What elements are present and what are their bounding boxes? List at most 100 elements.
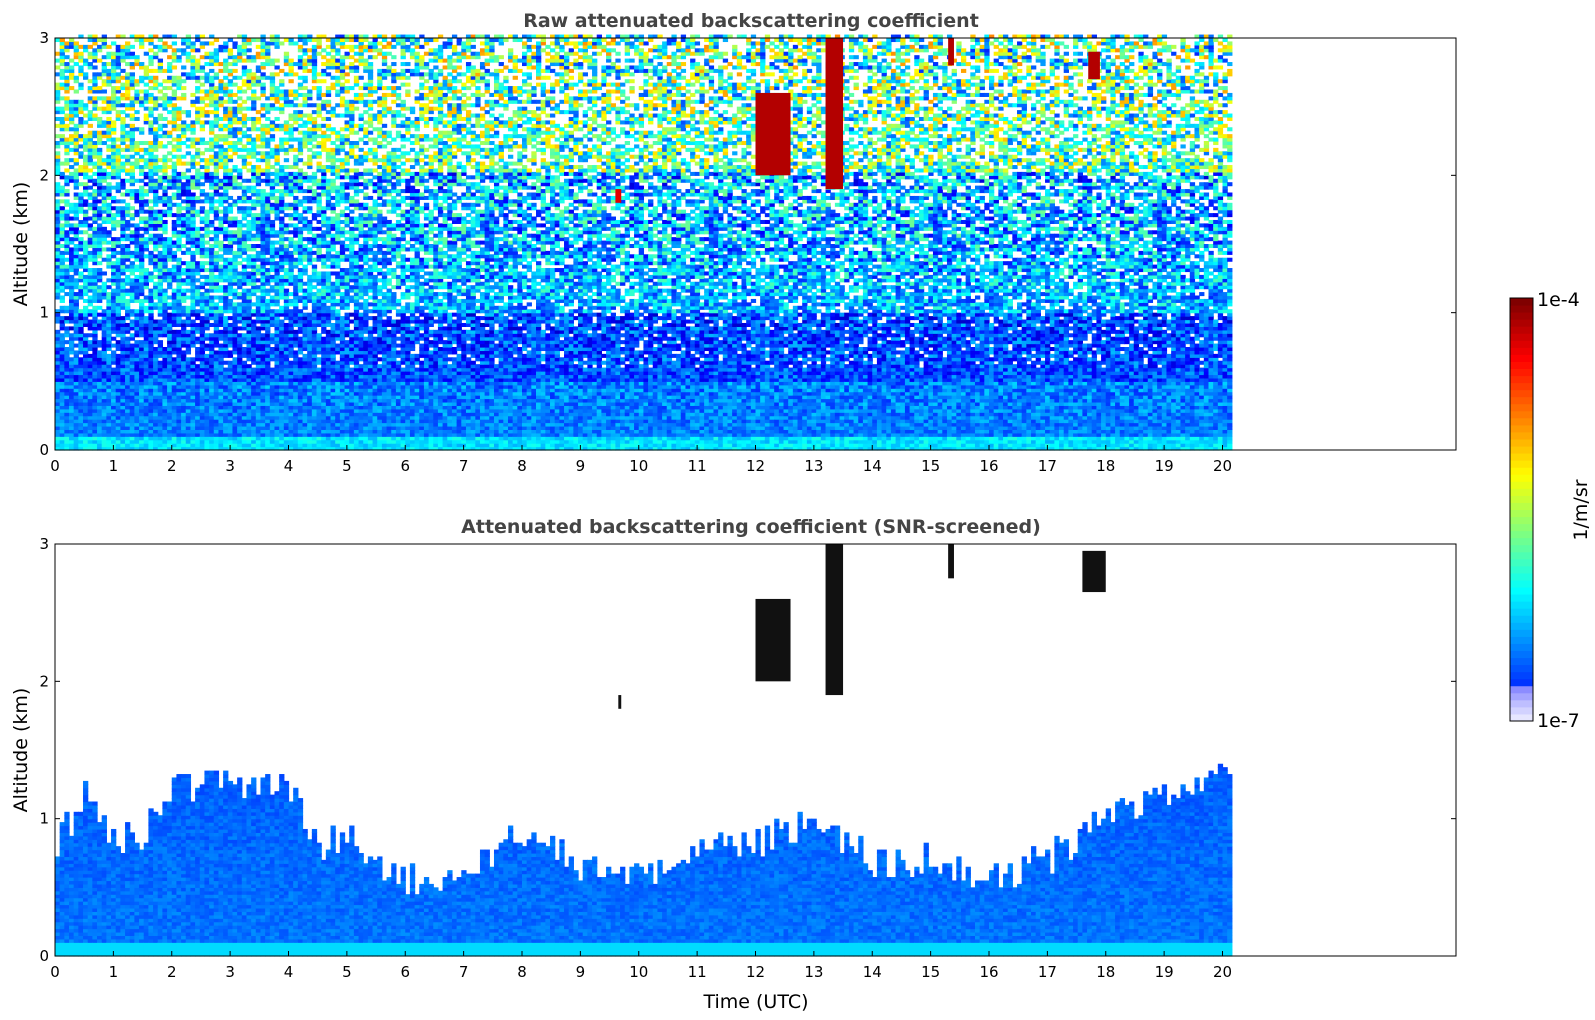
heatmap-cell: [125, 45, 130, 49]
heatmap-cell: [246, 247, 251, 251]
heatmap-cell: [214, 103, 219, 107]
heatmap-cell: [60, 227, 65, 231]
heatmap-cell: [74, 141, 79, 145]
heatmap-cell: [181, 251, 186, 255]
heatmap-cell: [111, 282, 116, 286]
heatmap-cell: [223, 347, 228, 351]
heatmap-cell: [223, 155, 228, 159]
heatmap-cell: [228, 350, 233, 354]
heatmap-cell: [209, 210, 214, 214]
heatmap-cell: [200, 381, 205, 385]
heatmap-cell: [200, 340, 205, 344]
heatmap-cell: [214, 230, 219, 234]
heatmap-cell: [228, 110, 233, 114]
heatmap-cell: [102, 72, 107, 76]
heatmap-cell: [237, 278, 242, 282]
heatmap-cell: [69, 41, 74, 45]
heatmap-cell: [97, 234, 102, 238]
heatmap-cell: [158, 217, 163, 221]
heatmap-cell: [246, 350, 251, 354]
heatmap-cell: [186, 251, 191, 255]
heatmap-cell: [88, 395, 93, 399]
heatmap-cell: [162, 399, 167, 403]
heatmap-cell: [228, 148, 233, 152]
heatmap-cell: [92, 148, 97, 152]
heatmap-cell: [256, 388, 261, 392]
heatmap-cell: [190, 203, 195, 207]
heatmap-cell: [209, 316, 214, 320]
heatmap-cell: [92, 337, 97, 341]
heatmap-cell: [148, 330, 153, 334]
heatmap-cell: [204, 429, 209, 433]
heatmap-cell: [116, 443, 121, 447]
heatmap-cell: [106, 326, 111, 330]
heatmap-cell: [190, 186, 195, 190]
heatmap-cell: [139, 127, 144, 131]
heatmap-cell: [153, 203, 158, 207]
heatmap-cell: [153, 247, 158, 251]
heatmap-cell: [242, 196, 247, 200]
heatmap-cell: [125, 374, 130, 378]
heatmap-cell: [172, 175, 177, 179]
heatmap-cell: [181, 175, 186, 179]
heatmap-cell: [148, 234, 153, 238]
heatmap-cell: [125, 378, 130, 382]
heatmap-cell: [214, 258, 219, 262]
heatmap-cell: [69, 247, 74, 251]
heatmap-cell: [139, 354, 144, 358]
heatmap-cell: [162, 271, 167, 275]
heatmap-cell: [242, 443, 247, 447]
heatmap-cell: [204, 268, 209, 272]
heatmap-cell: [223, 320, 228, 324]
heatmap-cell: [88, 416, 93, 420]
heatmap-cell: [218, 285, 223, 289]
heatmap-cell: [88, 110, 93, 114]
heatmap-cell: [167, 433, 172, 437]
heatmap-cell: [190, 368, 195, 372]
heatmap-cell: [251, 395, 256, 399]
heatmap-cell: [181, 323, 186, 327]
heatmap-cell: [242, 326, 247, 330]
heatmap-cell: [60, 374, 65, 378]
heatmap-cell: [242, 79, 247, 83]
heatmap-cell: [125, 114, 130, 118]
heatmap-cell: [111, 330, 116, 334]
heatmap-cell: [246, 258, 251, 262]
heatmap-cell: [167, 368, 172, 372]
heatmap-cell: [172, 368, 177, 372]
heatmap-cell: [120, 76, 125, 80]
heatmap-cell: [97, 124, 102, 128]
heatmap-cell: [139, 302, 144, 306]
heatmap-cell: [111, 254, 116, 258]
heatmap-cell: [78, 65, 83, 69]
heatmap-cell: [237, 395, 242, 399]
heatmap-cell: [88, 289, 93, 293]
heatmap-cell: [83, 114, 88, 118]
heatmap-cell: [64, 41, 69, 45]
heatmap-cell: [242, 52, 247, 56]
heatmap-cell: [158, 368, 163, 372]
heatmap-cell: [102, 168, 107, 172]
heatmap-cell: [78, 309, 83, 313]
heatmap-cell: [74, 244, 79, 248]
heatmap-cell: [60, 350, 65, 354]
heatmap-cell: [209, 162, 214, 166]
heatmap-cell: [218, 186, 223, 190]
heatmap-cell: [120, 258, 125, 262]
heatmap-cell: [106, 45, 111, 49]
heatmap-cell: [237, 416, 242, 420]
heatmap-cell: [223, 213, 228, 217]
heatmap-cell: [214, 409, 219, 413]
heatmap-cell: [125, 193, 130, 197]
heatmap-cell: [125, 134, 130, 138]
heatmap-cell: [251, 172, 256, 176]
heatmap-cell: [97, 182, 102, 186]
heatmap-cell: [218, 165, 223, 169]
heatmap-cell: [246, 76, 251, 80]
heatmap-cell: [55, 268, 60, 272]
heatmap-cell: [111, 354, 116, 358]
heatmap-cell: [237, 361, 242, 365]
heatmap-cell: [176, 388, 181, 392]
heatmap-cell: [134, 443, 139, 447]
heatmap-cell: [228, 168, 233, 172]
